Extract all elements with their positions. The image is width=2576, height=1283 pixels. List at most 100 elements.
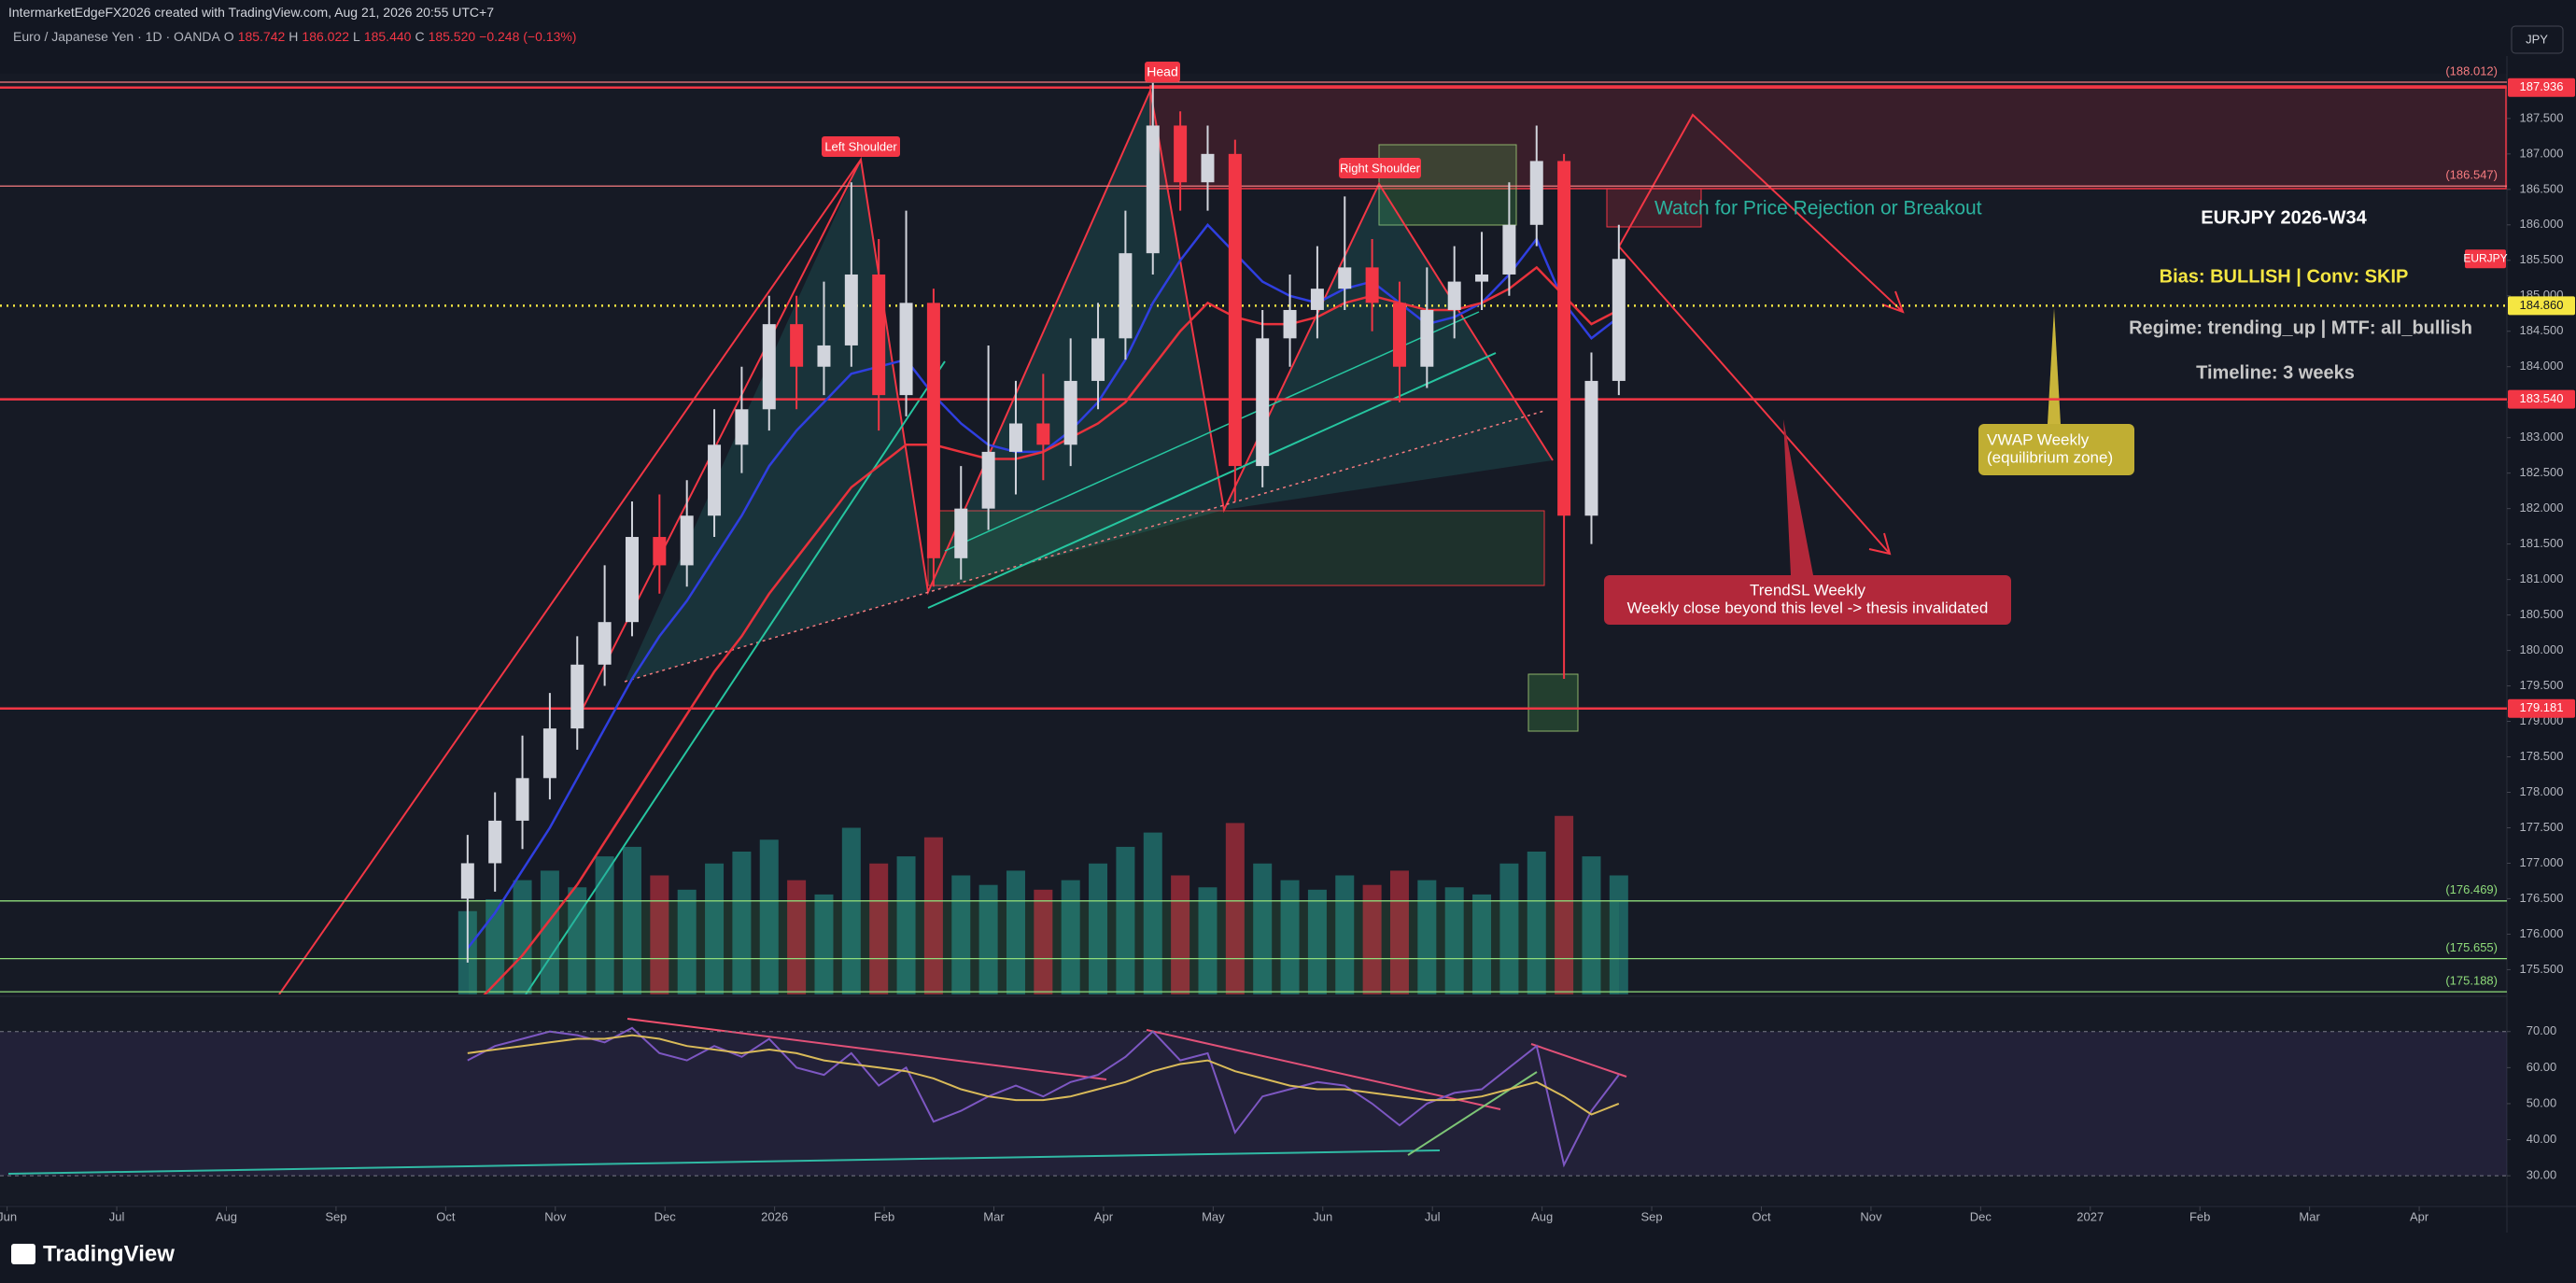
volume-bar: [513, 880, 532, 994]
callout-pointer: [2048, 308, 2061, 424]
label-box: [1339, 158, 1421, 178]
x-tick-label: Mar: [2299, 1209, 2320, 1223]
x-tick-label: Apr: [1094, 1209, 1114, 1223]
currency-box[interactable]: [2511, 25, 2564, 54]
ohlc-key: L: [353, 29, 360, 44]
y-tick-label: 180.500: [2520, 607, 2564, 621]
candle-body: [1146, 125, 1160, 254]
volume-bar: [568, 887, 587, 994]
volume-bar: [1335, 875, 1355, 994]
pattern-fill: [1224, 184, 1553, 510]
x-tick-label: Nov: [1860, 1209, 1882, 1223]
volume-bar: [622, 846, 641, 994]
plot-background: [0, 74, 2507, 1205]
plan-title: EURJPY 2026-W34: [2201, 207, 2367, 228]
x-tick-label: Sep: [325, 1209, 346, 1223]
volume-bar: [1034, 889, 1053, 994]
candle-body: [1557, 161, 1571, 516]
rsi-tick-label: 40.00: [2527, 1132, 2557, 1146]
volume-bar: [486, 899, 505, 994]
rsi-tick-label: 70.00: [2527, 1023, 2557, 1037]
volume-bar: [951, 875, 971, 994]
x-tick-label: Dec: [655, 1209, 677, 1223]
candle-body: [1502, 224, 1516, 275]
volume-bar: [732, 852, 752, 994]
volume-bar: [705, 863, 725, 994]
timeline-note: Timeline: 3 weeks: [2196, 362, 2355, 383]
volume-bar: [1609, 875, 1628, 994]
candle-body: [598, 622, 612, 665]
volume-bar: [540, 870, 559, 994]
author-line: IntermarketEdgeFX2026 created with Tradi…: [8, 5, 494, 20]
x-tick-label: Feb: [874, 1209, 894, 1223]
volume-bar: [1006, 870, 1025, 994]
price-badge-label: 187.936: [2520, 79, 2564, 93]
x-tick-label: 2027: [2076, 1209, 2104, 1223]
level-label: (175.655): [2445, 940, 2498, 954]
volume-bar: [759, 839, 779, 994]
y-tick-label: 181.000: [2520, 571, 2564, 585]
vwap-box: [1978, 424, 2134, 475]
rsi-tick-label: 50.00: [2527, 1095, 2557, 1109]
candle-body: [1420, 309, 1434, 367]
ticker-badge: [2465, 249, 2506, 269]
rsi-layer: [7, 1018, 1627, 1175]
volume-bar: [1582, 856, 1601, 994]
ohlc-key: C: [415, 29, 425, 44]
x-tick-label: Nov: [544, 1209, 567, 1223]
candle-body: [1256, 338, 1270, 467]
y-tick-label: 184.500: [2520, 323, 2564, 337]
watch-note: Watch for Price Rejection or Breakout: [1654, 198, 1982, 219]
level-label: (176.469): [2445, 882, 2498, 896]
y-tick-label: 183.000: [2520, 430, 2564, 444]
x-tick-label: Jul: [109, 1209, 125, 1223]
x-tick-label: Aug: [1531, 1209, 1553, 1223]
candle-body: [708, 444, 722, 516]
rsi-ma-line: [467, 1034, 1620, 1116]
y-tick-label: 177.500: [2520, 820, 2564, 834]
candle-body: [1365, 267, 1379, 303]
candle-body: [1475, 274, 1489, 282]
volume-bar: [650, 875, 669, 994]
rsi-trend-line: [7, 1149, 1441, 1175]
candle-body: [488, 820, 502, 864]
rsi-trend-line: [626, 1018, 1107, 1080]
candle-body: [460, 863, 474, 899]
candle-body: [1063, 380, 1077, 445]
x-tick-label: Sep: [1640, 1209, 1662, 1223]
volume-bar: [1225, 823, 1245, 994]
volume-bar: [1417, 880, 1437, 994]
y-tick-label: 176.000: [2520, 926, 2564, 940]
candle-body: [1036, 423, 1050, 445]
volume-bar: [1089, 863, 1108, 994]
candle-body: [1201, 153, 1215, 183]
y-tick-label: 176.500: [2520, 891, 2564, 905]
rejection-zone: [1606, 188, 1702, 228]
x-tick-label: Jun: [0, 1209, 17, 1223]
candle-body: [926, 303, 940, 558]
volume-bar: [677, 889, 697, 994]
trendsl-label: Weekly close beyond this level -> thesis…: [1627, 599, 1989, 616]
volume-bar: [1555, 815, 1574, 994]
y-tick-label: 182.500: [2520, 465, 2564, 479]
right-shoulder-label: Right Shoulder: [1340, 161, 1421, 175]
candle-body: [899, 303, 913, 396]
candle-body: [515, 778, 529, 821]
y-tick-label: 184.000: [2520, 359, 2564, 373]
y-tick-label: 187.000: [2520, 146, 2564, 160]
price-badge: [2508, 698, 2575, 718]
currency[interactable]: JPY: [2526, 32, 2548, 46]
y-tick-label: 185.500: [2520, 252, 2564, 266]
candle-body: [1529, 161, 1543, 225]
x-tick-label: May: [1202, 1209, 1225, 1223]
x-tick-label: Dec: [1970, 1209, 1992, 1223]
rsi-trend-line: [1407, 1071, 1538, 1156]
pattern-line: [583, 87, 1554, 708]
x-tick-label: Jun: [1313, 1209, 1332, 1223]
y-tick-label: 186.000: [2520, 217, 2564, 231]
candle-body: [1283, 309, 1297, 339]
bias-note: Bias: BULLISH | Conv: SKIP: [2160, 266, 2409, 287]
candle-body: [1447, 281, 1461, 310]
